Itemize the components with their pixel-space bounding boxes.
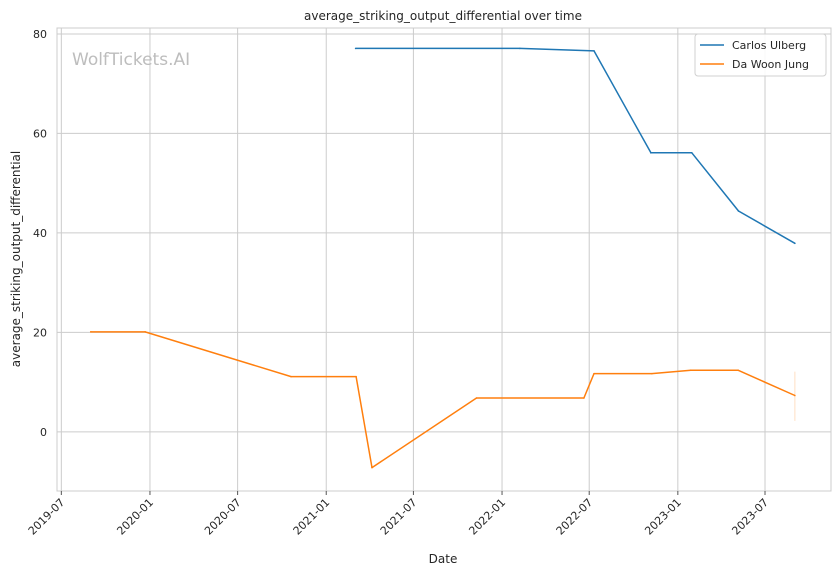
- data-point-da-woon-jung: [475, 397, 478, 399]
- data-point-carlos-ulberg: [519, 47, 521, 50]
- plot-area: [56, 27, 832, 492]
- x-tick-label: 2021-01: [291, 496, 333, 538]
- x-axis-label: Date: [429, 552, 458, 566]
- data-point-da-woon-jung: [144, 331, 146, 333]
- series-line-da-woon-jung: [90, 331, 796, 469]
- data-point-da-woon-jung: [290, 375, 292, 378]
- x-tick-label: 2019-07: [26, 496, 68, 538]
- y-tick-label: 40: [33, 227, 47, 240]
- y-tick-label: 0: [40, 426, 47, 439]
- data-point-carlos-ulberg: [794, 242, 796, 245]
- x-tick-label: 2022-07: [554, 496, 596, 538]
- legend: Carlos Ulberg Da Woon Jung: [694, 33, 827, 77]
- data-point-carlos-ulberg: [650, 152, 652, 154]
- y-tick-label: 20: [33, 326, 47, 339]
- data-point-carlos-ulberg: [691, 152, 693, 154]
- legend-label-da-woon-jung: Da Woon Jung: [732, 58, 809, 71]
- data-point-da-woon-jung: [690, 369, 692, 371]
- data-point-da-woon-jung: [371, 466, 373, 469]
- x-tick-label: 2020-07: [202, 496, 244, 538]
- y-tick-label: 80: [33, 28, 47, 41]
- data-point-da-woon-jung: [794, 394, 796, 397]
- data-point-carlos-ulberg: [737, 210, 740, 212]
- x-tick-label: 2023-01: [642, 496, 684, 538]
- grid: [57, 28, 831, 491]
- legend-box: [694, 33, 827, 77]
- x-tick-label: 2022-01: [466, 496, 508, 538]
- data-point-da-woon-jung: [651, 372, 653, 375]
- legend-label-carlos-ulberg: Carlos Ulberg: [732, 39, 806, 52]
- data-point-da-woon-jung: [737, 369, 739, 371]
- chart-title: average_striking_output_differential ove…: [304, 9, 582, 23]
- x-tick-label: 2021-07: [378, 496, 420, 538]
- y-axis-label: average_striking_output_differential: [9, 151, 23, 367]
- data-point-carlos-ulberg: [593, 50, 595, 52]
- watermark: WolfTickets.AI: [72, 50, 190, 70]
- data-point-da-woon-jung: [593, 372, 595, 375]
- y-tick-label: 60: [33, 127, 47, 140]
- data-point-da-woon-jung: [355, 375, 357, 378]
- series-lines: [89, 47, 796, 469]
- data-point-da-woon-jung: [89, 331, 92, 333]
- data-point-da-woon-jung: [583, 397, 585, 399]
- x-tick-label: 2023-07: [729, 496, 771, 538]
- data-point-carlos-ulberg: [354, 47, 357, 50]
- x-tick-label: 2020-01: [114, 496, 156, 538]
